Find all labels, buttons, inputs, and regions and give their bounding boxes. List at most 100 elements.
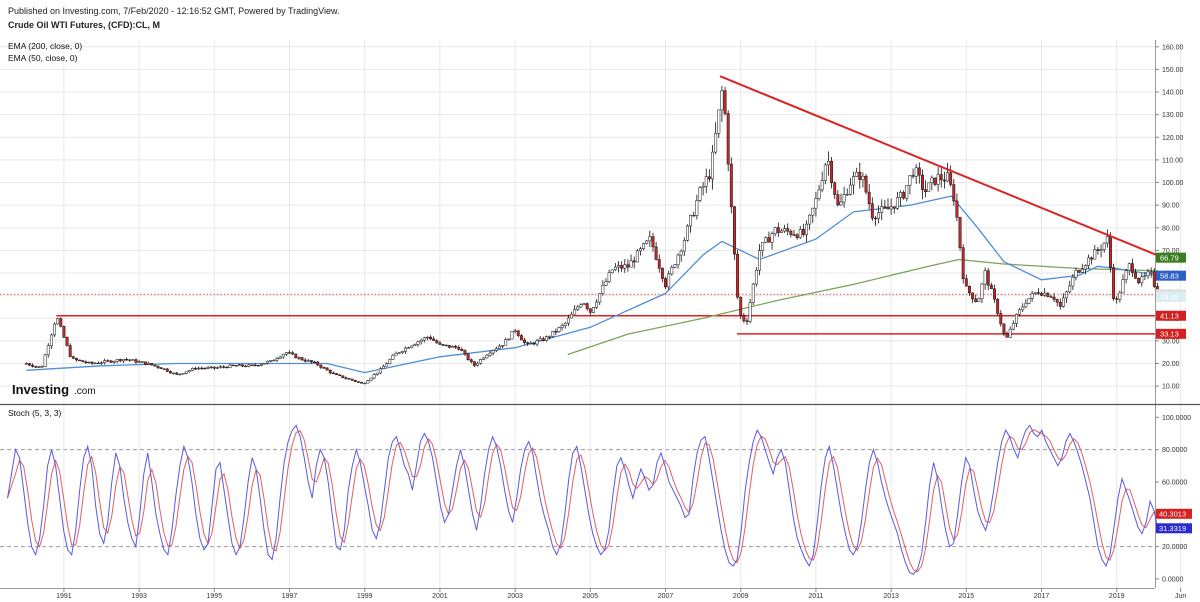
candle-body: [1052, 296, 1056, 300]
candle-body: [513, 330, 517, 332]
stoch-badge-label: 40.3013: [1159, 510, 1186, 519]
candle-body: [1137, 278, 1141, 284]
candle-body: [425, 336, 429, 339]
candle-body: [385, 363, 389, 367]
candle-body: [416, 341, 420, 345]
stoch-tick-label: 80.0000: [1162, 447, 1187, 454]
candle-body: [353, 380, 357, 382]
candle-body: [902, 192, 906, 199]
candle-body: [626, 264, 630, 268]
candle-body: [579, 304, 583, 308]
candle-body: [81, 360, 85, 363]
candle-body: [24, 363, 28, 365]
candle-body: [977, 298, 981, 302]
candle-body: [949, 172, 953, 185]
candle-body: [629, 260, 633, 268]
candle-body: [338, 374, 342, 376]
candle-body: [438, 342, 442, 345]
candle-body: [87, 361, 91, 364]
candle-body: [1046, 292, 1050, 297]
candle-body: [770, 233, 774, 243]
candle-body: [162, 368, 166, 370]
svg-text:.com: .com: [74, 386, 96, 397]
candle-body: [175, 372, 179, 375]
candle-body: [836, 194, 840, 206]
candle-body: [830, 160, 834, 184]
candle-body: [507, 338, 511, 341]
candlestick-series: [24, 85, 1159, 385]
candle-body: [360, 382, 364, 384]
candle-body: [328, 369, 332, 374]
candle-body: [109, 360, 113, 363]
candle-body: [313, 361, 317, 364]
candle-body: [40, 366, 44, 368]
candle-body: [275, 358, 279, 361]
candle-body: [892, 206, 896, 209]
candle-body: [1087, 257, 1090, 266]
candle-body: [407, 347, 411, 349]
candle-body: [1002, 323, 1006, 334]
candle-body: [946, 172, 949, 182]
candle-body: [742, 315, 746, 322]
candle-body: [325, 367, 329, 371]
candle-body: [363, 382, 367, 385]
candle-body: [435, 340, 439, 344]
candle-body: [751, 283, 755, 303]
price-axis: 10.0020.0030.0040.0050.0060.0070.0080.00…: [1155, 44, 1184, 391]
candle-body: [1093, 249, 1097, 260]
candle-body: [545, 336, 548, 341]
candle-body: [498, 345, 501, 349]
candle-body: [375, 372, 379, 375]
candle-body: [84, 361, 88, 363]
candle-body: [331, 372, 335, 374]
candle-body: [247, 364, 251, 367]
candle-body: [999, 313, 1003, 325]
candle-body: [219, 366, 223, 368]
candle-body: [1018, 309, 1022, 315]
candle-body: [103, 360, 107, 364]
candle-body: [729, 163, 733, 208]
candle-body: [1121, 279, 1125, 294]
candle-body: [222, 366, 226, 368]
candle-body: [1102, 242, 1106, 250]
published-caption: Published on Investing.com, 7/Feb/2020 -…: [8, 6, 340, 16]
time-tick-label: 2011: [808, 593, 823, 600]
candle-body: [59, 318, 63, 327]
candle-body: [378, 368, 382, 374]
candle-body: [780, 230, 783, 233]
candle-body: [347, 378, 351, 380]
candle-body: [49, 334, 53, 347]
candle-body: [140, 361, 144, 363]
candle-body: [100, 362, 103, 364]
time-tick-label: 2019: [1109, 593, 1125, 600]
candle-body: [601, 285, 605, 294]
candle-body: [917, 167, 921, 176]
candle-body: [723, 90, 727, 114]
candle-body: [504, 339, 508, 346]
candle-body: [573, 309, 577, 315]
price-badge-bg: [1156, 252, 1186, 263]
candle-body: [883, 206, 887, 208]
candle-body: [529, 343, 533, 345]
candle-body: [664, 278, 667, 288]
candle-body: [28, 363, 31, 366]
candle-body: [538, 338, 542, 341]
candle-body: [585, 303, 589, 309]
candle-body: [472, 361, 476, 366]
candle-body: [877, 212, 881, 219]
candle-body: [137, 361, 141, 363]
candle-body: [96, 362, 100, 365]
candle-body: [510, 331, 514, 340]
candle-body: [739, 296, 743, 316]
candle-body: [604, 281, 608, 286]
candle-body: [216, 367, 219, 369]
stoch-badge-bg: [1156, 508, 1192, 519]
ema50-line: [26, 195, 1159, 374]
candle-body: [1149, 271, 1153, 273]
price-tick-label: 150.00: [1162, 67, 1184, 74]
candle-body: [958, 217, 962, 248]
candle-body: [632, 260, 636, 263]
time-tick-label: 1999: [357, 593, 373, 600]
